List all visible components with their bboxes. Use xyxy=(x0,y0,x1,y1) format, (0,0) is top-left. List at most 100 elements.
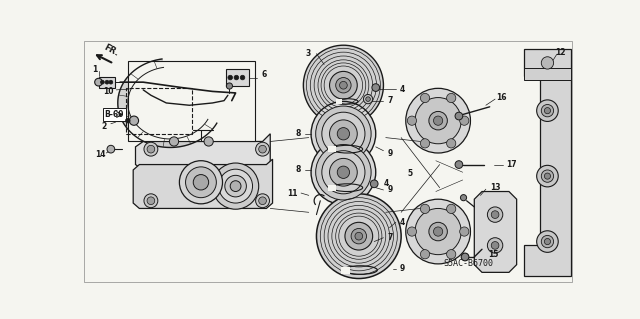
Circle shape xyxy=(227,83,232,89)
Circle shape xyxy=(212,163,259,209)
Circle shape xyxy=(240,75,245,80)
Circle shape xyxy=(225,175,246,197)
Circle shape xyxy=(420,249,429,259)
Circle shape xyxy=(541,57,554,69)
Circle shape xyxy=(447,249,456,259)
Circle shape xyxy=(545,173,550,179)
Circle shape xyxy=(147,145,155,153)
Circle shape xyxy=(537,165,558,187)
Circle shape xyxy=(415,98,461,144)
Text: 8: 8 xyxy=(296,129,301,138)
Circle shape xyxy=(455,112,463,120)
Text: 17: 17 xyxy=(507,160,517,169)
Circle shape xyxy=(144,194,158,208)
Circle shape xyxy=(365,97,371,101)
Circle shape xyxy=(316,194,401,278)
Text: 15: 15 xyxy=(488,250,499,259)
Text: 9: 9 xyxy=(399,264,405,273)
Polygon shape xyxy=(118,59,217,147)
Circle shape xyxy=(355,232,363,240)
Polygon shape xyxy=(524,49,570,276)
Text: 16: 16 xyxy=(496,93,506,102)
Circle shape xyxy=(219,169,253,203)
Circle shape xyxy=(460,195,467,201)
Circle shape xyxy=(322,151,365,194)
Bar xyxy=(128,61,255,141)
Circle shape xyxy=(255,194,269,208)
Polygon shape xyxy=(133,159,273,208)
Circle shape xyxy=(259,197,266,204)
Circle shape xyxy=(125,118,130,123)
Text: 7: 7 xyxy=(387,233,393,242)
Polygon shape xyxy=(136,134,270,170)
Circle shape xyxy=(322,112,365,155)
Circle shape xyxy=(455,161,463,168)
Text: 10: 10 xyxy=(103,87,114,96)
Circle shape xyxy=(460,227,469,236)
Text: 14: 14 xyxy=(95,150,106,159)
Circle shape xyxy=(406,88,470,153)
Text: 9: 9 xyxy=(387,149,392,158)
Bar xyxy=(336,99,342,104)
Text: 13: 13 xyxy=(490,183,500,192)
Circle shape xyxy=(447,93,456,103)
Circle shape xyxy=(100,80,104,84)
Circle shape xyxy=(364,94,372,104)
Text: 4: 4 xyxy=(399,218,405,227)
Bar xyxy=(328,185,336,191)
Circle shape xyxy=(186,167,216,198)
Circle shape xyxy=(545,108,550,114)
Circle shape xyxy=(337,128,349,140)
Circle shape xyxy=(406,199,470,264)
Circle shape xyxy=(170,137,179,146)
Text: 8: 8 xyxy=(296,166,301,174)
Circle shape xyxy=(537,100,558,122)
Circle shape xyxy=(492,211,499,219)
Bar xyxy=(341,267,350,274)
Circle shape xyxy=(95,78,102,86)
Circle shape xyxy=(144,142,158,156)
Circle shape xyxy=(407,227,417,236)
Circle shape xyxy=(420,139,429,148)
Text: 12: 12 xyxy=(555,48,565,57)
Circle shape xyxy=(193,174,209,190)
Bar xyxy=(126,87,192,134)
Text: B-60: B-60 xyxy=(105,110,124,119)
Text: 4: 4 xyxy=(399,85,405,93)
Circle shape xyxy=(311,101,376,166)
Circle shape xyxy=(420,93,429,103)
Circle shape xyxy=(330,71,357,99)
Circle shape xyxy=(537,231,558,252)
Circle shape xyxy=(460,116,469,125)
Polygon shape xyxy=(474,191,516,272)
Circle shape xyxy=(105,80,109,84)
Circle shape xyxy=(488,207,503,222)
Circle shape xyxy=(545,239,550,245)
Circle shape xyxy=(129,116,139,125)
Bar xyxy=(225,69,249,86)
Text: 1: 1 xyxy=(92,65,98,74)
Circle shape xyxy=(337,166,349,178)
Circle shape xyxy=(234,75,239,80)
Circle shape xyxy=(336,78,351,93)
Text: 5: 5 xyxy=(408,169,413,178)
Circle shape xyxy=(420,204,429,213)
Circle shape xyxy=(371,180,378,188)
Circle shape xyxy=(429,111,447,130)
Text: 11: 11 xyxy=(287,189,297,197)
Text: 2: 2 xyxy=(101,122,106,130)
Circle shape xyxy=(541,170,554,182)
Text: 4: 4 xyxy=(383,179,388,188)
Circle shape xyxy=(447,139,456,148)
Circle shape xyxy=(303,45,383,125)
Circle shape xyxy=(330,120,357,148)
Circle shape xyxy=(147,197,155,204)
Circle shape xyxy=(492,241,499,249)
Circle shape xyxy=(433,116,443,125)
Circle shape xyxy=(461,253,469,261)
Circle shape xyxy=(407,116,417,125)
Circle shape xyxy=(429,222,447,241)
Circle shape xyxy=(345,222,372,250)
Circle shape xyxy=(228,75,232,80)
Circle shape xyxy=(107,145,115,153)
